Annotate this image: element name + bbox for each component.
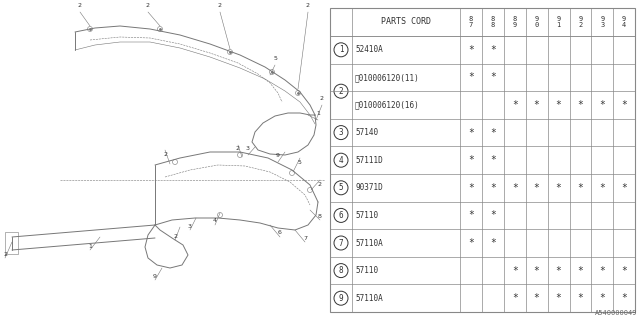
Text: 2: 2 <box>306 3 310 8</box>
Text: 2: 2 <box>146 3 150 8</box>
Text: PARTS CORD: PARTS CORD <box>381 18 431 27</box>
Text: *: * <box>621 100 627 110</box>
Text: 2: 2 <box>173 234 177 238</box>
Text: *: * <box>556 100 561 110</box>
Text: 1: 1 <box>316 111 320 116</box>
Text: 8: 8 <box>318 213 322 219</box>
Text: A540000049: A540000049 <box>595 310 637 316</box>
Text: 8: 8 <box>339 266 343 275</box>
Text: *: * <box>490 155 496 165</box>
Text: 7: 7 <box>339 238 343 247</box>
Text: 8
8: 8 8 <box>491 16 495 28</box>
Text: *: * <box>621 266 627 276</box>
Text: *: * <box>468 128 474 138</box>
Text: 3: 3 <box>246 146 250 151</box>
Text: *: * <box>512 293 518 303</box>
Text: 2: 2 <box>78 3 82 8</box>
Text: 5: 5 <box>339 183 343 192</box>
Text: 57111D: 57111D <box>355 156 383 165</box>
Text: 2: 2 <box>236 147 240 151</box>
Text: *: * <box>490 211 496 220</box>
Text: 7: 7 <box>303 236 307 241</box>
Text: 2: 2 <box>3 252 7 257</box>
Text: *: * <box>621 293 627 303</box>
Text: *: * <box>556 266 561 276</box>
Text: *: * <box>512 100 518 110</box>
Text: 4: 4 <box>339 156 343 165</box>
Text: *: * <box>490 45 496 55</box>
Text: 52410A: 52410A <box>355 45 383 54</box>
Text: 2: 2 <box>163 151 167 156</box>
Text: *: * <box>490 72 496 82</box>
Text: *: * <box>577 183 584 193</box>
Text: 9
3: 9 3 <box>600 16 604 28</box>
Text: *: * <box>577 100 584 110</box>
Text: 2: 2 <box>320 96 324 101</box>
Text: *: * <box>468 211 474 220</box>
Text: *: * <box>534 100 540 110</box>
Text: 1: 1 <box>88 244 92 249</box>
Text: *: * <box>534 293 540 303</box>
Text: 9
2: 9 2 <box>579 16 582 28</box>
Text: 9
1: 9 1 <box>556 16 561 28</box>
Text: 8
7: 8 7 <box>469 16 473 28</box>
Text: 5: 5 <box>273 56 277 61</box>
Text: *: * <box>600 293 605 303</box>
Text: 90371D: 90371D <box>355 183 383 192</box>
Text: *: * <box>468 183 474 193</box>
Text: 9: 9 <box>339 294 343 303</box>
Text: *: * <box>512 266 518 276</box>
Text: *: * <box>577 266 584 276</box>
Text: 57140: 57140 <box>355 128 378 137</box>
Text: *: * <box>534 266 540 276</box>
Text: *: * <box>600 100 605 110</box>
Text: 57110: 57110 <box>355 211 378 220</box>
Text: *: * <box>600 266 605 276</box>
Text: 3: 3 <box>188 223 192 228</box>
Text: *: * <box>577 293 584 303</box>
Text: *: * <box>512 183 518 193</box>
Text: *: * <box>534 183 540 193</box>
Text: 9
4: 9 4 <box>622 16 627 28</box>
Text: 6: 6 <box>278 230 282 236</box>
Text: *: * <box>490 183 496 193</box>
Text: *: * <box>556 293 561 303</box>
Text: 2: 2 <box>318 181 322 187</box>
Text: *: * <box>490 128 496 138</box>
Text: 6: 6 <box>339 211 343 220</box>
Text: *: * <box>600 183 605 193</box>
Text: 5: 5 <box>298 159 302 164</box>
Text: 9
0: 9 0 <box>534 16 539 28</box>
Text: *: * <box>556 183 561 193</box>
Text: 57110A: 57110A <box>355 294 383 303</box>
Text: *: * <box>468 238 474 248</box>
Text: 3: 3 <box>339 128 343 137</box>
Text: 9: 9 <box>153 274 157 278</box>
Text: 8
9: 8 9 <box>513 16 517 28</box>
Text: Ⓑ010006120(16): Ⓑ010006120(16) <box>355 100 420 109</box>
Text: *: * <box>468 45 474 55</box>
Text: Ⓑ010006120(11): Ⓑ010006120(11) <box>355 73 420 82</box>
Text: 9: 9 <box>276 153 280 158</box>
Text: *: * <box>468 155 474 165</box>
Text: 2: 2 <box>339 87 343 96</box>
Text: 57110A: 57110A <box>355 238 383 247</box>
Text: 1: 1 <box>339 45 343 54</box>
Text: *: * <box>468 72 474 82</box>
Text: *: * <box>490 238 496 248</box>
Text: 2: 2 <box>218 3 222 8</box>
Bar <box>330 8 635 312</box>
Text: *: * <box>621 183 627 193</box>
Text: 4: 4 <box>213 219 217 223</box>
Text: 57110: 57110 <box>355 266 378 275</box>
